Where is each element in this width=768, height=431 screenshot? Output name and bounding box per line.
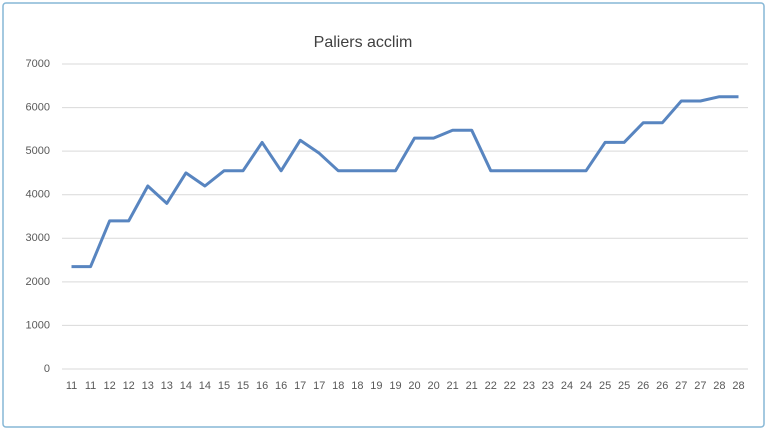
x-tick-label: 26 [656,380,668,392]
x-tick-label: 16 [275,380,287,392]
x-tick-label: 25 [618,380,630,392]
x-tick-label: 12 [123,380,135,392]
x-tick-label: 24 [580,380,592,392]
y-tick-label: 3000 [26,232,50,244]
x-tick-label: 18 [332,380,344,392]
x-tick-label: 19 [370,380,382,392]
x-tick-label: 22 [485,380,497,392]
x-tick-label: 24 [561,380,573,392]
x-tick-label: 17 [294,380,306,392]
x-tick-label: 15 [218,380,230,392]
x-tick-label: 23 [542,380,554,392]
x-tick-label: 20 [408,380,420,392]
x-tick-label: 11 [85,380,96,392]
y-tick-label: 6000 [26,101,50,113]
x-tick-label: 18 [351,380,363,392]
x-tick-label: 22 [504,380,516,392]
y-tick-label: 1000 [26,319,50,331]
y-tick-label: 2000 [26,276,50,288]
x-tick-label: 15 [237,380,249,392]
x-tick-label: 21 [447,380,459,392]
x-tick-label: 21 [466,380,478,392]
x-tick-label: 28 [732,380,744,392]
y-tick-label: 7000 [26,58,50,70]
y-tick-label: 4000 [26,189,50,201]
x-tick-label: 13 [142,380,154,392]
x-tick-label: 16 [256,380,268,392]
x-tick-label: 13 [161,380,173,392]
x-tick-label: 17 [313,380,325,392]
x-tick-label: 27 [675,380,687,392]
data-line [71,95,739,269]
x-tick-label: 27 [694,380,706,392]
x-tick-label: 20 [427,380,439,392]
x-tick-label: 23 [523,380,535,392]
x-tick-label: 14 [180,380,192,392]
x-tick-label: 19 [389,380,401,392]
x-tick-label: 25 [599,380,611,392]
chart-title: Paliers acclim [314,34,413,51]
x-tick-label: 28 [713,380,725,392]
y-tick-label: 5000 [26,145,50,157]
x-tick-label: 14 [199,380,211,392]
y-tick-label: 0 [44,363,50,375]
x-tick-label: 12 [104,380,116,392]
x-tick-label: 11 [66,380,77,392]
x-tick-label: 26 [637,380,649,392]
